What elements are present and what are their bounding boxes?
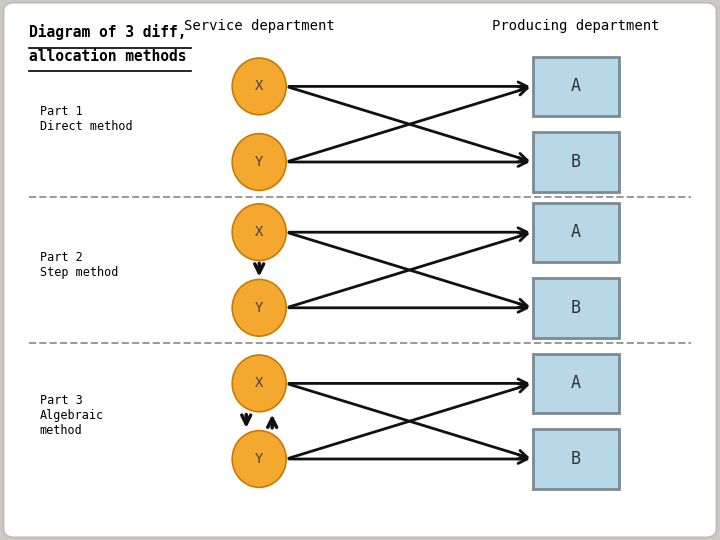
Text: B: B	[571, 450, 581, 468]
Text: B: B	[571, 299, 581, 317]
Ellipse shape	[232, 431, 287, 487]
FancyBboxPatch shape	[533, 132, 619, 192]
Ellipse shape	[232, 355, 287, 411]
Text: X: X	[255, 79, 264, 93]
Text: Part 2
Step method: Part 2 Step method	[40, 251, 118, 279]
FancyBboxPatch shape	[533, 57, 619, 116]
FancyBboxPatch shape	[4, 3, 716, 537]
Text: allocation methods: allocation methods	[29, 49, 186, 64]
Text: Y: Y	[255, 155, 264, 169]
Ellipse shape	[232, 204, 287, 261]
Ellipse shape	[232, 58, 287, 115]
Text: A: A	[571, 223, 581, 241]
Text: Part 1
Direct method: Part 1 Direct method	[40, 105, 132, 133]
Text: Producing department: Producing department	[492, 19, 660, 33]
FancyBboxPatch shape	[533, 202, 619, 262]
Text: X: X	[255, 376, 264, 390]
Text: Service department: Service department	[184, 19, 335, 33]
Text: Y: Y	[255, 301, 264, 315]
Text: B: B	[571, 153, 581, 171]
FancyBboxPatch shape	[533, 354, 619, 413]
Ellipse shape	[232, 280, 287, 336]
Text: Part 3
Algebraic
method: Part 3 Algebraic method	[40, 394, 104, 437]
Text: Y: Y	[255, 452, 264, 466]
Text: X: X	[255, 225, 264, 239]
FancyBboxPatch shape	[533, 429, 619, 489]
Text: A: A	[571, 77, 581, 96]
Ellipse shape	[232, 133, 287, 191]
Text: A: A	[571, 374, 581, 393]
FancyBboxPatch shape	[533, 278, 619, 338]
Text: Diagram of 3 diff,: Diagram of 3 diff,	[29, 24, 186, 40]
